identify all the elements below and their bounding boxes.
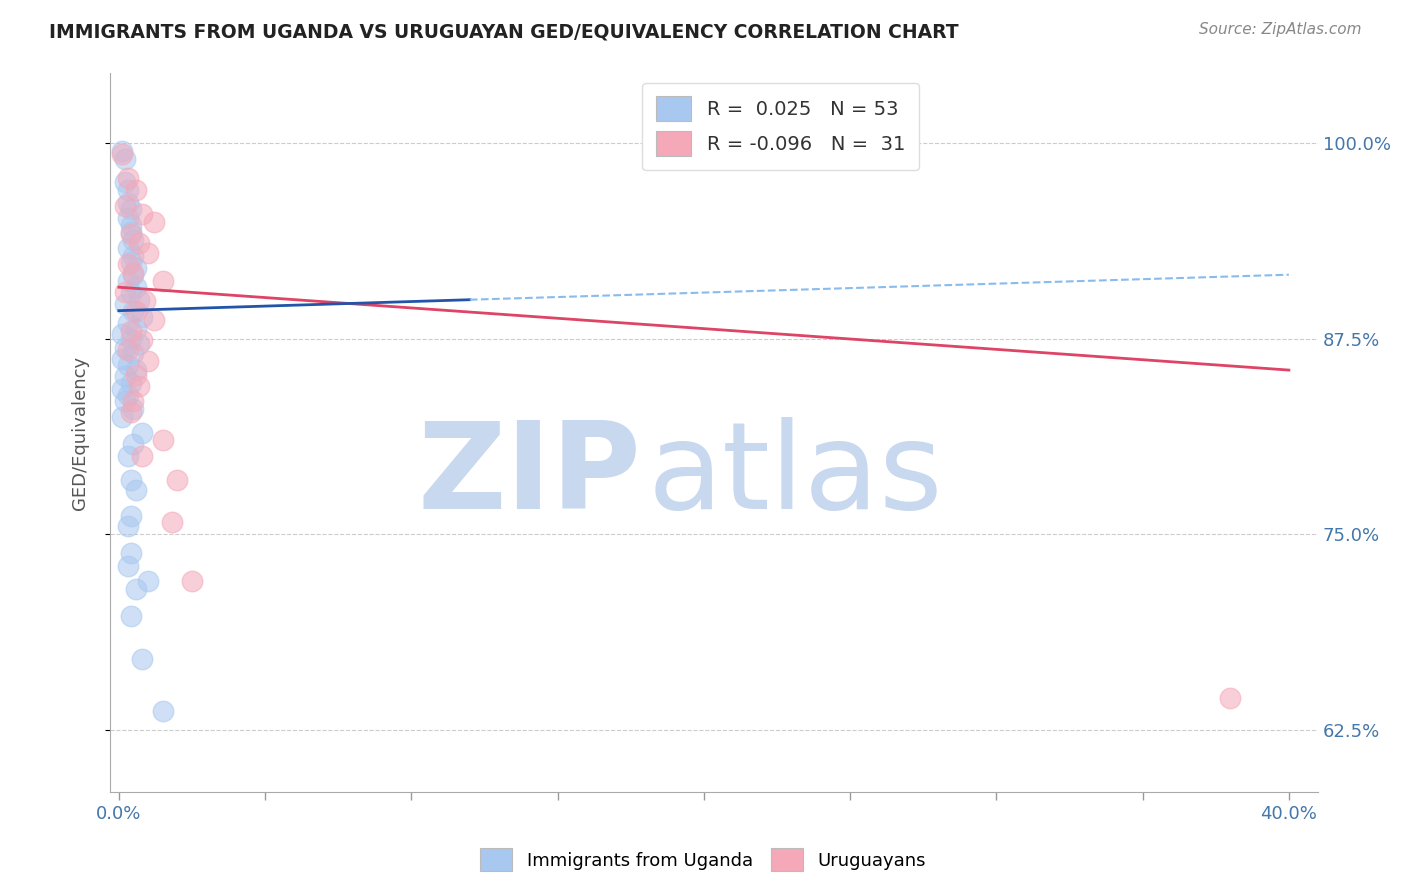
- Point: [120, 255, 142, 269]
- Text: ZIP: ZIP: [418, 417, 641, 534]
- Point: [128, 293, 150, 307]
- Point: [1219, 691, 1241, 706]
- Point: [125, 368, 148, 382]
- Point: [142, 313, 165, 327]
- Point: [114, 152, 136, 166]
- Point: [160, 515, 183, 529]
- Point: [125, 303, 148, 318]
- Point: [136, 574, 159, 589]
- Point: [128, 336, 150, 351]
- Point: [131, 449, 153, 463]
- Point: [120, 218, 142, 232]
- Point: [111, 327, 134, 342]
- Point: [122, 436, 145, 450]
- Point: [111, 144, 134, 158]
- Point: [122, 268, 145, 282]
- Point: [122, 249, 145, 263]
- Point: [166, 473, 188, 487]
- Point: [152, 434, 174, 448]
- Point: [117, 195, 139, 210]
- Point: [117, 183, 139, 197]
- Point: [114, 369, 136, 384]
- Point: [122, 266, 145, 280]
- Point: [117, 359, 139, 373]
- Point: [117, 170, 139, 185]
- Point: [128, 236, 150, 251]
- Y-axis label: GED/Equivalency: GED/Equivalency: [72, 356, 89, 509]
- Point: [117, 388, 139, 402]
- Point: [136, 353, 159, 368]
- Point: [134, 294, 156, 309]
- Point: [111, 382, 134, 396]
- Point: [181, 574, 204, 589]
- Point: [120, 286, 142, 301]
- Point: [117, 449, 139, 463]
- Point: [117, 257, 139, 271]
- Point: [152, 704, 174, 718]
- Point: [117, 241, 139, 255]
- Point: [120, 405, 142, 419]
- Point: [125, 582, 148, 596]
- Point: [125, 483, 148, 498]
- Point: [125, 363, 148, 377]
- Point: [114, 394, 136, 409]
- Point: [122, 346, 145, 360]
- Point: [114, 176, 136, 190]
- Point: [120, 202, 142, 216]
- Text: atlas: atlas: [648, 417, 943, 534]
- Point: [111, 409, 134, 424]
- Point: [136, 245, 159, 260]
- Point: [117, 274, 139, 288]
- Point: [131, 334, 153, 348]
- Point: [120, 508, 142, 523]
- Point: [120, 608, 142, 623]
- Point: [131, 652, 153, 666]
- Point: [142, 214, 165, 228]
- Point: [122, 402, 145, 417]
- Point: [114, 341, 136, 355]
- Point: [120, 546, 142, 560]
- Point: [120, 376, 142, 390]
- Point: [120, 324, 142, 338]
- Point: [125, 183, 148, 197]
- Point: [120, 473, 142, 487]
- Point: [120, 332, 142, 346]
- Point: [117, 519, 139, 533]
- Point: [117, 343, 139, 357]
- Point: [122, 394, 145, 409]
- Point: [125, 322, 148, 336]
- Legend: Immigrants from Uganda, Uruguayans: Immigrants from Uganda, Uruguayans: [472, 841, 934, 879]
- Point: [152, 274, 174, 288]
- Point: [128, 378, 150, 392]
- Point: [131, 310, 153, 324]
- Point: [810, 144, 832, 158]
- Point: [117, 211, 139, 226]
- Legend: R =  0.025   N = 53, R = -0.096   N =  31: R = 0.025 N = 53, R = -0.096 N = 31: [643, 83, 918, 169]
- Point: [114, 285, 136, 299]
- Point: [111, 352, 134, 367]
- Point: [111, 147, 134, 161]
- Point: [117, 558, 139, 573]
- Point: [125, 261, 148, 276]
- Text: Source: ZipAtlas.com: Source: ZipAtlas.com: [1198, 22, 1361, 37]
- Point: [117, 316, 139, 330]
- Point: [120, 227, 142, 241]
- Point: [114, 199, 136, 213]
- Text: IMMIGRANTS FROM UGANDA VS URUGUAYAN GED/EQUIVALENCY CORRELATION CHART: IMMIGRANTS FROM UGANDA VS URUGUAYAN GED/…: [49, 22, 959, 41]
- Point: [131, 207, 153, 221]
- Point: [114, 297, 136, 311]
- Point: [122, 303, 145, 318]
- Point: [125, 280, 148, 294]
- Point: [131, 425, 153, 440]
- Point: [120, 226, 142, 240]
- Point: [122, 233, 145, 247]
